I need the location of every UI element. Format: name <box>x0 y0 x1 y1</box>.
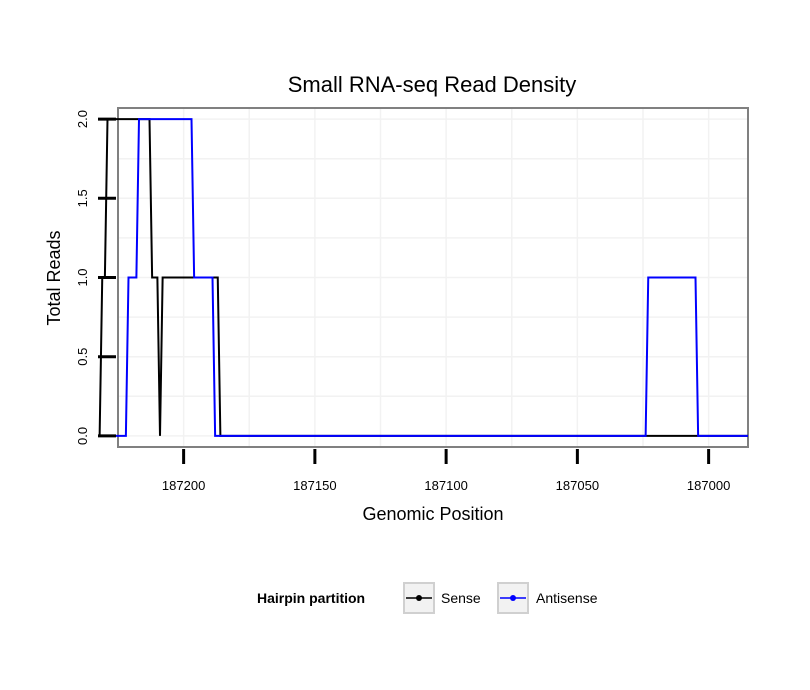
legend: Hairpin partition Sense Antisense <box>257 582 598 614</box>
x-axis: 187200 187150 187100 187050 187000 <box>162 449 730 493</box>
x-axis-title: Genomic Position <box>362 504 503 524</box>
y-tick-label: 2.0 <box>75 110 90 128</box>
legend-label-antisense: Antisense <box>536 590 598 606</box>
legend-point-antisense <box>510 595 516 601</box>
x-tick-label: 187200 <box>162 478 205 493</box>
grid <box>118 108 748 447</box>
chart-title: Small RNA-seq Read Density <box>288 72 577 97</box>
x-tick-label: 187150 <box>293 478 336 493</box>
plot-panel <box>117 107 749 448</box>
y-tick-label: 1.5 <box>75 189 90 207</box>
y-axis: 0.0 0.5 1.0 1.5 2.0 <box>75 110 116 445</box>
y-tick-label: 0.0 <box>75 427 90 445</box>
legend-title: Hairpin partition <box>257 590 365 606</box>
y-tick-label: 0.5 <box>75 348 90 366</box>
x-tick-label: 187000 <box>687 478 730 493</box>
y-axis-title: Total Reads <box>44 230 64 325</box>
x-tick-label: 187050 <box>556 478 599 493</box>
y-tick-label: 1.0 <box>75 268 90 286</box>
series-line-antisense <box>99 118 748 437</box>
legend-point-sense <box>416 595 422 601</box>
legend-label-sense: Sense <box>441 590 481 606</box>
x-tick-label: 187100 <box>424 478 467 493</box>
